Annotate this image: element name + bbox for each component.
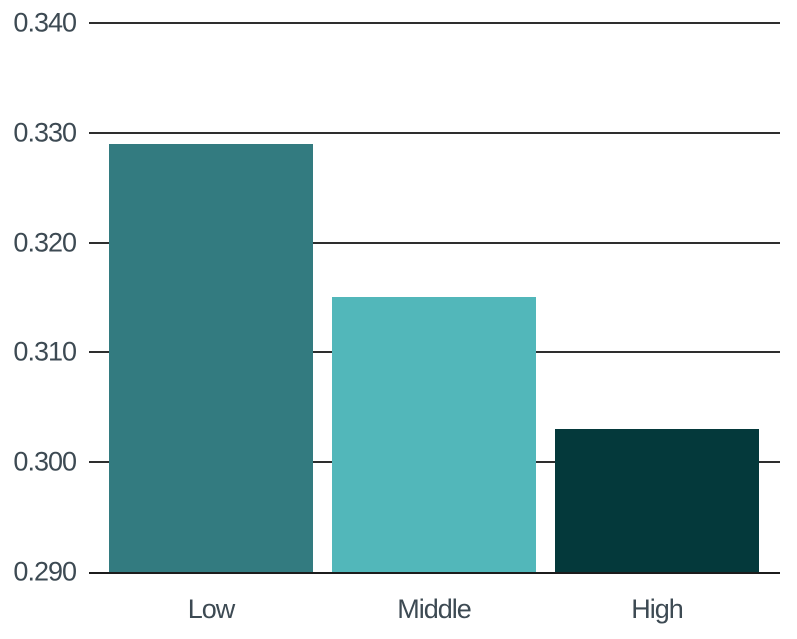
y-tick-label-0.340: 0.340 [13, 7, 77, 38]
x-category-label-middle: Middle [397, 594, 472, 624]
y-tick-label-0.310: 0.310 [13, 336, 77, 367]
y-tick-label-0.300: 0.300 [13, 446, 77, 477]
gridline-0.320 [89, 242, 780, 244]
bar-low [109, 144, 313, 572]
gridline-0.340 [89, 22, 780, 24]
y-tick-label-0.320: 0.320 [13, 227, 77, 258]
gridline-0.330 [89, 132, 780, 134]
y-tick-label-0.330: 0.330 [13, 117, 77, 148]
bar-middle [332, 297, 536, 572]
x-category-label-low: Low [187, 594, 236, 624]
x-axis-line [89, 572, 780, 574]
bar-high [555, 429, 759, 572]
plot-area [89, 22, 780, 574]
x-category-label-high: High [631, 594, 684, 624]
y-tick-label-0.290: 0.290 [13, 556, 77, 587]
